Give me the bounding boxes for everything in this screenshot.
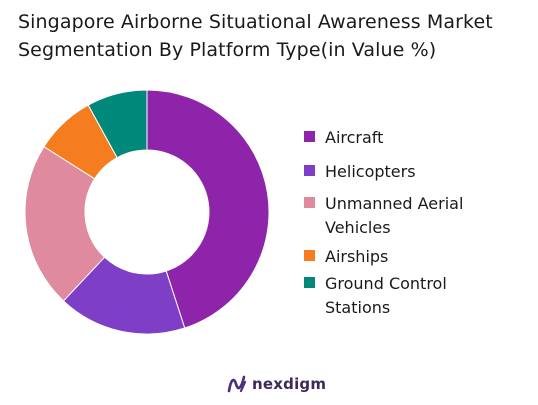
legend-item-helicopters: Helicopters — [304, 160, 510, 184]
legend-item-aircraft: Aircraft — [304, 126, 510, 150]
legend-label: Aircraft — [325, 128, 384, 147]
legend-item-airships: Airships — [304, 245, 510, 269]
brand-name: nexdigm — [252, 375, 327, 393]
chart-title: Singapore Airborne Situational Awareness… — [18, 8, 528, 64]
donut-slice-unmanned-aerial-vehicles — [24, 145, 106, 302]
legend-label: Airships — [325, 247, 389, 266]
chart-title-line-2: Segmentation By Platform Type(in Value %… — [18, 39, 437, 61]
donut-slice-ground-control-stations — [87, 89, 148, 159]
legend-item-unmanned-aerial-vehicles: Unmanned Aerial Vehicles — [304, 192, 510, 240]
nexdigm-logo-icon — [227, 375, 247, 393]
chart-title-line-1: Singapore Airborne Situational Awareness… — [18, 11, 493, 33]
legend-swatch — [304, 165, 315, 176]
legend-label: Helicopters — [325, 162, 416, 181]
brand-logo: nexdigm — [226, 373, 326, 395]
legend-swatch — [304, 131, 315, 142]
legend-swatch — [304, 277, 315, 288]
legend-label: Unmanned Aerial Vehicles — [325, 194, 464, 237]
legend-label: Ground Control Stations — [325, 274, 447, 317]
legend-swatch — [304, 250, 315, 261]
donut-chart — [24, 89, 270, 335]
legend-item-ground-control-stations: Ground Control Stations — [304, 272, 510, 320]
legend-swatch — [304, 197, 315, 208]
donut-slice-aircraft — [146, 89, 270, 329]
